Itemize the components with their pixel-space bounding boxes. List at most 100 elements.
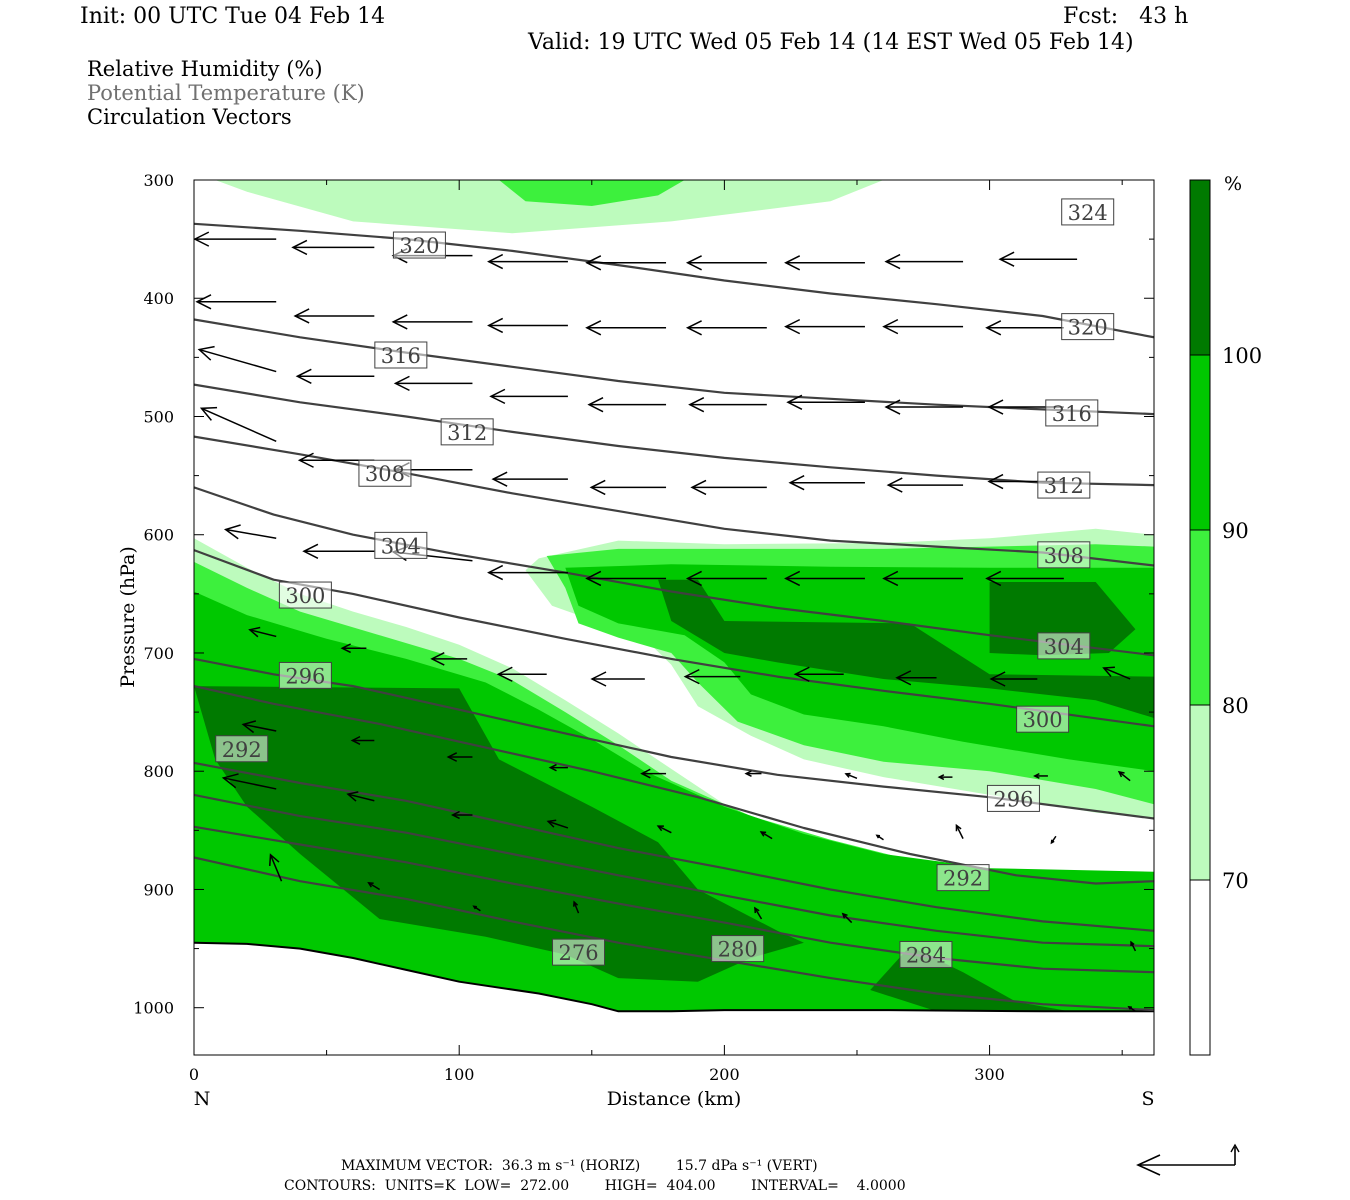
svg-text:304: 304 — [381, 534, 421, 558]
y-tick-label: 800 — [143, 762, 174, 781]
svg-text:292: 292 — [222, 738, 262, 762]
circulation-vector — [340, 643, 367, 654]
x-tick-label: 100 — [444, 1065, 475, 1084]
circulation-vector — [367, 881, 381, 891]
theta-label: 320 — [1061, 313, 1115, 341]
colorbar-tick-label: 70 — [1222, 869, 1249, 893]
y-tick-label: 900 — [143, 880, 174, 899]
circulation-vector — [884, 399, 964, 415]
theta-label: 316 — [1045, 399, 1099, 427]
circulation-vector — [293, 308, 375, 324]
circulation-vector — [487, 317, 568, 334]
theta-contour-line — [194, 318, 1154, 416]
forecast-hour: Fcst: 43 h — [1063, 4, 1189, 29]
circulation-vector — [841, 912, 853, 924]
circulation-vector — [295, 368, 375, 384]
x-right-end-label: S — [1141, 1088, 1154, 1110]
circulation-vector — [656, 825, 672, 834]
colorbar-tick-label: 80 — [1222, 694, 1249, 718]
theta-label: 276 — [552, 938, 606, 966]
y-tick-label: 700 — [143, 644, 174, 663]
circulation-vector — [886, 477, 964, 493]
circulation-vector — [450, 810, 473, 820]
circulation-vector — [487, 564, 568, 581]
circulation-vector — [683, 668, 741, 685]
svg-text:296: 296 — [993, 787, 1033, 811]
colorbar: % 70 80 90 100 — [1189, 173, 1262, 1056]
terrain-mask — [194, 942, 1154, 1055]
circulation-vector — [985, 570, 1064, 587]
circulation-vector — [430, 652, 468, 666]
circulation-vector — [1102, 666, 1131, 680]
legend-vectors: Circulation Vectors — [87, 105, 292, 129]
circulation-vector — [197, 345, 277, 373]
max-vector-note: MAXIMUM VECTOR: 36.3 m s⁻¹ (HORIZ) 15.7 … — [341, 1158, 818, 1174]
circulation-vector — [487, 253, 568, 270]
rh-region-100 — [989, 582, 1136, 656]
rh-region-70-80 — [215, 180, 884, 234]
circulation-vector — [548, 763, 568, 772]
circulation-vector — [491, 471, 568, 487]
y-tick-label: 300 — [143, 171, 174, 190]
circulation-vector — [1130, 940, 1137, 952]
svg-text:304: 304 — [1044, 635, 1084, 659]
contour-label-layer: 324 320 320 316 316 312 312 308 308 304 304 300 300 2… — [215, 198, 1115, 968]
circulation-vector — [884, 253, 964, 270]
theta-contour-line — [194, 761, 1154, 932]
circulation-vector — [759, 831, 773, 840]
circulation-vector — [989, 671, 1038, 687]
circulation-vector — [685, 320, 767, 336]
circulation-vector — [1117, 770, 1131, 782]
circulation-vector — [291, 239, 375, 256]
circulation-vector — [346, 791, 375, 802]
circulation-vector — [221, 773, 277, 790]
x-axis-label: Distance (km) — [607, 1088, 742, 1110]
circulation-vector — [784, 570, 865, 587]
theta-label: 312 — [440, 418, 494, 446]
circulation-vector — [786, 394, 865, 410]
svg-text:312: 312 — [447, 421, 487, 445]
circulation-vector — [589, 479, 667, 496]
circulation-vector — [985, 320, 1064, 336]
theta-contour-line — [194, 383, 1154, 487]
theta-label: 300 — [278, 581, 332, 609]
circulation-vector — [1033, 772, 1048, 779]
terrain-line — [194, 941, 1154, 1013]
rh-region-100 — [658, 579, 1154, 718]
svg-text:324: 324 — [1068, 201, 1108, 225]
valid-time: Valid: 19 UTC Wed 05 Feb 14 (14 EST Wed … — [528, 30, 1134, 55]
theta-contour-line — [194, 685, 1154, 885]
circulation-vector — [572, 900, 580, 914]
circulation-vector — [393, 375, 473, 392]
theta-contour-line — [194, 486, 1154, 657]
circulation-vector — [685, 255, 767, 271]
colorbar-segment — [1189, 879, 1211, 1056]
theta-label: 296 — [278, 661, 332, 689]
svg-text:284: 284 — [906, 943, 946, 967]
circulation-vector — [744, 770, 762, 777]
circulation-vector — [302, 543, 375, 559]
x-tick-label: 0 — [189, 1065, 199, 1084]
colorbar-segment — [1189, 354, 1211, 531]
contour-info: CONTOURS: UNITS=K LOW= 272.00 HIGH= 404.… — [284, 1178, 906, 1194]
theta-label: 320 — [392, 231, 446, 259]
circulation-vector — [268, 853, 283, 882]
svg-text:296: 296 — [285, 664, 325, 688]
theta-contour-line — [194, 435, 1154, 567]
circulation-vector — [788, 475, 865, 491]
terrain-layer — [194, 941, 1154, 1055]
svg-text:300: 300 — [1023, 708, 1063, 732]
circulation-vector — [446, 752, 473, 762]
circulation-vector — [496, 666, 547, 682]
circulation-vector — [688, 396, 767, 413]
colorbar-tick-label: 100 — [1222, 344, 1262, 368]
circulation-vector — [391, 314, 473, 330]
x-tick-label: 200 — [709, 1065, 740, 1084]
theta-contour-line — [194, 825, 1154, 974]
svg-text:316: 316 — [1052, 402, 1092, 426]
circulation-vector — [241, 720, 277, 734]
rh-fill-layer — [194, 180, 1154, 1012]
theta-label: 316 — [374, 341, 428, 369]
legend-rh: Relative Humidity (%) — [87, 57, 323, 81]
svg-text:276: 276 — [558, 941, 598, 965]
